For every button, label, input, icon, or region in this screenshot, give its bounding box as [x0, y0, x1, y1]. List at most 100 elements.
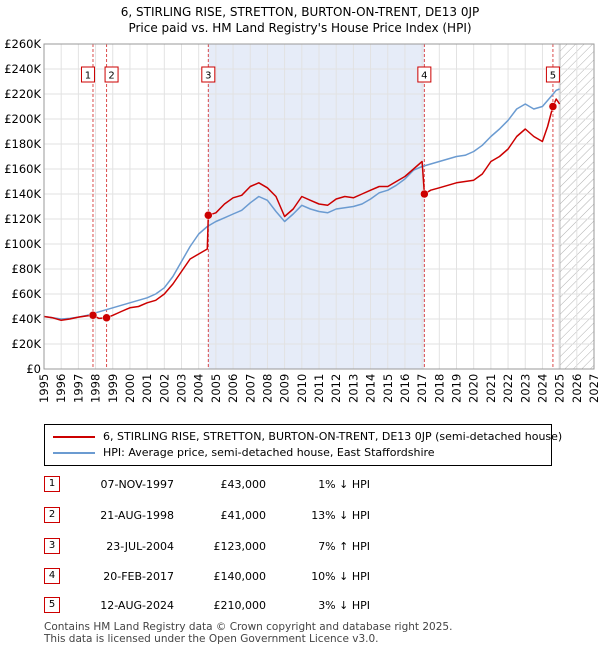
transaction-price: £43,000: [220, 478, 267, 491]
transaction-number: 1: [44, 476, 60, 492]
sale-point: [88, 311, 98, 320]
y-tick-label: £100K: [4, 237, 41, 251]
y-tick-label: £60K: [12, 287, 42, 301]
x-tick-label: 2014: [364, 374, 378, 403]
x-tick-label: 2018: [432, 374, 446, 403]
transaction-number: 2: [44, 507, 60, 523]
x-tick-label: 2011: [312, 374, 326, 403]
y-tick-label: £40K: [12, 312, 42, 326]
sale-marker-label: 5: [550, 71, 556, 82]
sale-marker-box: [417, 66, 432, 83]
transaction-number: 4: [44, 568, 60, 584]
x-tick-label: 2015: [381, 374, 395, 403]
sale-marker-label: 2: [108, 71, 114, 82]
x-tick-label: 2021: [484, 374, 498, 403]
shaded-period: [208, 44, 425, 369]
sale-point: [548, 102, 558, 111]
chart-subtitle: Price paid vs. HM Land Registry's House …: [128, 21, 472, 35]
transaction-number: 3: [44, 538, 60, 554]
sale-marker-box: [201, 66, 216, 83]
x-tick-label: 2017: [415, 374, 429, 403]
sale-point: [420, 189, 429, 199]
x-tick-label: 1998: [89, 374, 103, 403]
sale-marker-box: [104, 66, 119, 83]
transaction-row: 5 12-AUG-2024 £210,000 3% ↓ HPI: [44, 597, 444, 615]
sale-marker-label: 4: [421, 71, 427, 82]
transaction-row: 2 21-AUG-1998 £41,000 13% ↓ HPI: [44, 507, 444, 525]
sale-marker-box: [80, 66, 95, 83]
x-tick-label: 2009: [278, 374, 292, 403]
x-tick-label: 2013: [346, 374, 360, 403]
sale-point: [204, 211, 213, 220]
transaction-number: 5: [44, 597, 60, 613]
transaction-row: 1 07-NOV-1997 £43,000 1% ↓ HPI: [44, 476, 444, 494]
transaction-price: £123,000: [213, 540, 267, 553]
x-tick-label: 2005: [209, 374, 223, 403]
x-tick-label: 2023: [518, 374, 532, 403]
y-tick-label: £140K: [4, 187, 41, 201]
legend-swatch-hpi: [53, 452, 95, 454]
transaction-hpi-diff: 13% ↓ HPI: [311, 509, 370, 522]
x-tick-label: 2027: [587, 374, 600, 403]
footer-license: This data is licensed under the Open Gov…: [44, 633, 379, 645]
hpi-line: [43, 88, 560, 320]
y-tick-label: £200K: [4, 112, 41, 126]
transaction-hpi-diff: 3% ↓ HPI: [318, 599, 370, 612]
x-tick-label: 2002: [157, 374, 171, 403]
y-tick-label: £20K: [12, 337, 42, 351]
property-price-line: [43, 98, 561, 322]
x-tick-label: 2003: [175, 374, 189, 403]
x-tick-label: 2000: [123, 374, 137, 403]
x-tick-label: 2020: [467, 374, 481, 403]
x-tick-label: 2016: [398, 374, 412, 403]
x-tick-label: 2010: [295, 374, 309, 403]
transaction-row: 4 20-FEB-2017 £140,000 10% ↓ HPI: [44, 568, 444, 586]
transaction-price: £41,000: [220, 509, 267, 522]
transaction-hpi-diff: 10% ↓ HPI: [311, 570, 370, 583]
transaction-hpi-diff: 7% ↑ HPI: [318, 540, 370, 553]
transaction-date: 12-AUG-2024: [100, 599, 174, 612]
x-tick-label: 2025: [553, 374, 567, 403]
legend-label-property: 6, STIRLING RISE, STRETTON, BURTON-ON-TR…: [103, 430, 563, 443]
chart-title: 6, STIRLING RISE, STRETTON, BURTON-ON-TR…: [120, 5, 480, 19]
y-tick-label: £260K: [4, 37, 41, 51]
sale-marker-label: 3: [205, 71, 211, 82]
plot-frame: [43, 43, 595, 370]
y-tick-label: £0: [26, 362, 41, 376]
legend-swatch-property: [53, 436, 95, 438]
x-tick-label: 2024: [535, 374, 549, 403]
transaction-row: 3 23-JUL-2004 £123,000 7% ↑ HPI: [44, 538, 444, 556]
y-tick-label: £180K: [4, 137, 41, 151]
price-chart: 1 2 3 4 5 £0 £20K £40K £60K £80K £100K £120K £140K £…: [4, 37, 600, 403]
x-tick-label: 2004: [192, 374, 206, 403]
y-tick-label: £160K: [4, 162, 41, 176]
x-tick-label: 2012: [329, 374, 343, 403]
y-tick-label: £120K: [4, 212, 41, 226]
footer-copyright: Contains HM Land Registry data © Crown c…: [44, 621, 453, 633]
transaction-hpi-diff: 1% ↓ HPI: [318, 478, 370, 491]
y-tick-label: £80K: [12, 262, 42, 276]
sale-marker-box: [545, 66, 560, 83]
transaction-price: £140,000: [213, 570, 267, 583]
x-tick-label: 2019: [450, 374, 464, 403]
x-tick-label: 1996: [54, 374, 68, 403]
x-tick-label: 2006: [226, 374, 240, 403]
transaction-date: 21-AUG-1998: [100, 509, 174, 522]
x-tick-label: 2008: [260, 374, 274, 403]
legend: 6, STIRLING RISE, STRETTON, BURTON-ON-TR…: [44, 424, 562, 466]
legend-label-hpi: HPI: Average price, semi-detached house,…: [103, 446, 435, 459]
x-tick-label: 1999: [106, 374, 120, 403]
transaction-date: 20-FEB-2017: [103, 570, 174, 583]
transaction-date: 07-NOV-1997: [100, 478, 174, 491]
transaction-price: £210,000: [213, 599, 267, 612]
x-tick-label: 2022: [501, 374, 515, 403]
y-tick-label: £220K: [4, 87, 41, 101]
transaction-date: 23-JUL-2004: [106, 540, 174, 553]
x-tick-label: 2001: [140, 374, 154, 403]
x-tick-label: 1997: [71, 374, 85, 403]
x-tick-label: 2026: [570, 374, 584, 403]
x-tick-label: 1995: [37, 374, 51, 403]
sale-marker-label: 1: [85, 71, 91, 82]
y-tick-label: £240K: [4, 62, 41, 76]
sale-point: [102, 313, 111, 322]
